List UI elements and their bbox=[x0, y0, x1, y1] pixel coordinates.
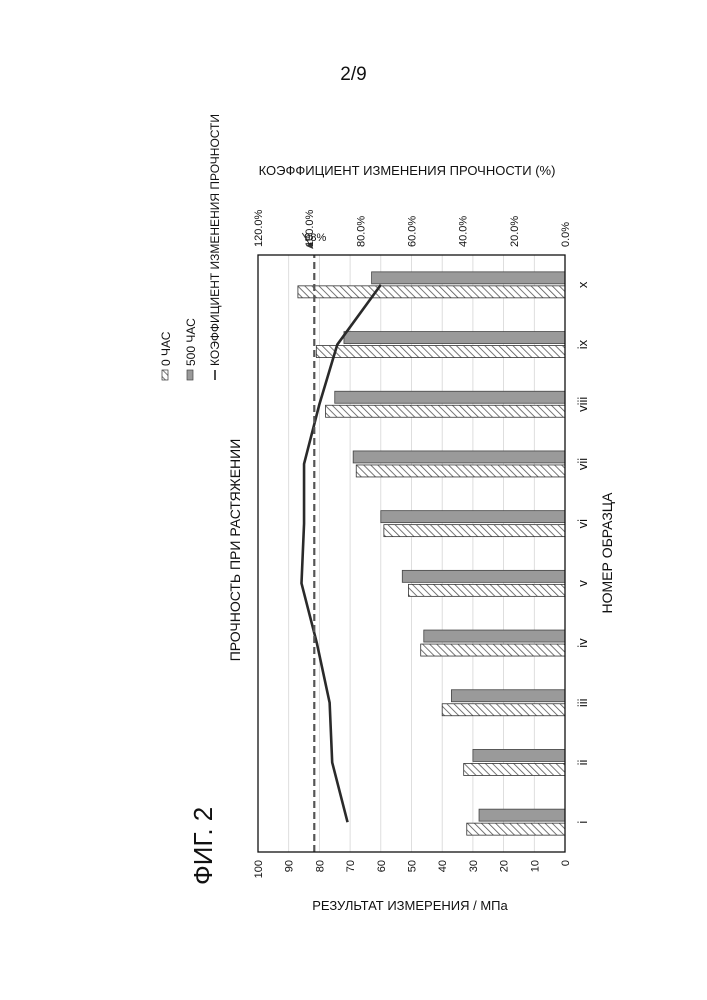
bar-0-hour bbox=[356, 465, 565, 477]
legend-label-0-hour: 0 ЧАС bbox=[159, 331, 173, 366]
category-label: vi bbox=[575, 519, 590, 529]
category-label: iii bbox=[575, 698, 590, 707]
category-label: x bbox=[575, 281, 590, 288]
y-tick-label: 0 bbox=[560, 860, 572, 866]
y-tick-label: 90 bbox=[284, 860, 296, 872]
category-label: ii bbox=[575, 759, 590, 765]
legend-swatch-0-hour bbox=[162, 370, 168, 380]
y2-tick-label: 0.0% bbox=[560, 222, 572, 247]
bar-500-hour bbox=[424, 630, 565, 642]
y2-tick-label: 20.0% bbox=[509, 216, 521, 247]
y-tick-label: 30 bbox=[468, 860, 480, 872]
bar-500-hour bbox=[402, 570, 565, 582]
bar-500-hour bbox=[335, 391, 565, 403]
legend-label-500-hour: 500 ЧАС bbox=[184, 318, 198, 366]
y-tick-label: 60 bbox=[376, 860, 388, 872]
x-axis-label: НОМЕР ОБРАЗЦА bbox=[599, 492, 615, 614]
y-tick-label: 50 bbox=[407, 860, 419, 872]
bar-500-hour bbox=[473, 749, 565, 761]
category-label: ix bbox=[575, 339, 590, 349]
y-tick-label: 40 bbox=[437, 860, 449, 872]
figure-label: ФИГ. 2 bbox=[188, 807, 218, 885]
y-axis-label: РЕЗУЛЬТАТ ИЗМЕРЕНИЯ / МПа bbox=[312, 898, 508, 913]
y-tick-label: 10 bbox=[529, 860, 541, 872]
bar-0-hour bbox=[326, 405, 565, 417]
category-label: viii bbox=[575, 397, 590, 412]
y2-axis-label: КОЭФФИЦИЕНТ ИЗМЕНЕНИЯ ПРОЧНОСТИ (%) bbox=[259, 163, 556, 178]
bar-0-hour bbox=[384, 525, 565, 537]
bar-500-hour bbox=[353, 451, 565, 463]
bar-0-hour bbox=[467, 823, 565, 835]
bar-0-hour bbox=[298, 286, 565, 298]
chart-title: ПРОЧНОСТЬ ПРИ РАСТЯЖЕНИИ bbox=[227, 439, 243, 662]
bar-500-hour bbox=[479, 809, 565, 821]
y-tick-label: 100 bbox=[253, 860, 265, 878]
category-label: i bbox=[575, 821, 590, 824]
y2-tick-label: 80.0% bbox=[355, 216, 367, 247]
y2-tick-label: 60.0% bbox=[407, 216, 419, 247]
bar-0-hour bbox=[421, 644, 565, 656]
legend-label-ratio: КОЭФФИЦИЕНТ ИЗМЕНЕНИЯ ПРОЧНОСТИ bbox=[208, 114, 222, 366]
bar-0-hour bbox=[442, 704, 565, 716]
category-label: v bbox=[575, 580, 590, 587]
bar-500-hour bbox=[372, 272, 565, 284]
bar-500-hour bbox=[381, 511, 565, 523]
bar-0-hour bbox=[408, 584, 565, 596]
legend-swatch-500-hour bbox=[187, 370, 193, 380]
bar-0-hour bbox=[316, 346, 565, 358]
bar-500-hour bbox=[451, 690, 565, 702]
y2-tick-label: 120.0% bbox=[253, 209, 265, 247]
y2-tick-label: 100.0% bbox=[304, 209, 316, 247]
bar-500-hour bbox=[344, 332, 565, 344]
y-tick-label: 20 bbox=[499, 860, 511, 872]
category-label: vii bbox=[575, 458, 590, 470]
y-tick-label: 80 bbox=[314, 860, 326, 872]
y2-tick-label: 40.0% bbox=[458, 216, 470, 247]
bar-0-hour bbox=[464, 763, 565, 775]
y-tick-label: 70 bbox=[345, 860, 357, 872]
category-label: iv bbox=[575, 638, 590, 648]
